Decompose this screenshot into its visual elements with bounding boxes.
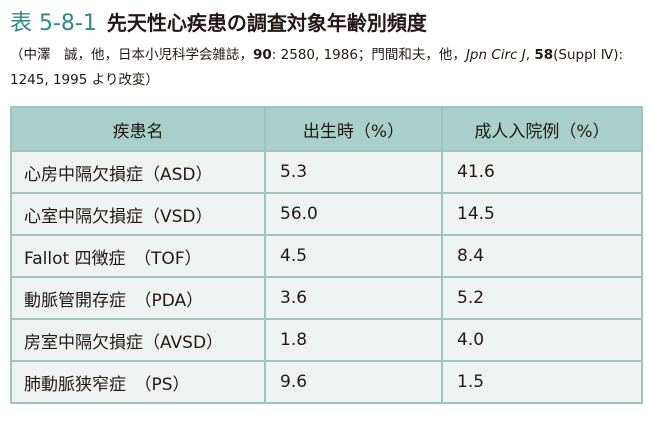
cell-adult-admission: 8.4	[441, 234, 643, 278]
cell-adult-admission: 14.5	[441, 192, 643, 236]
table-header-row: 疾患名 出生時（%） 成人入院例（%）	[10, 106, 643, 152]
table-number: 表 5-8-1	[10, 11, 97, 36]
table-row: Fallot 四徴症 （TOF） 4.5 8.4	[10, 234, 643, 278]
citation-journal: Jpn Circ J	[465, 47, 526, 63]
cell-adult-admission: 4.0	[441, 318, 643, 362]
table-row: 心房中隔欠損症（ASD） 5.3 41.6	[10, 150, 643, 194]
table-row: 房室中隔欠損症（AVSD） 1.8 4.0	[10, 318, 643, 362]
cell-at-birth: 1.8	[264, 318, 443, 362]
cell-adult-admission: 1.5	[441, 360, 643, 404]
table-row: 動脈管開存症 （PDA） 3.6 5.2	[10, 276, 643, 320]
cell-disease: 心室中隔欠損症（VSD）	[10, 192, 266, 236]
citation-part3: ,	[525, 47, 535, 63]
citation-part2: : 2580, 1986；門間和夫，他，	[271, 47, 466, 63]
table-row: 肺動脈狭窄症 （PS） 9.6 1.5	[10, 360, 643, 404]
frequency-table: 疾患名 出生時（%） 成人入院例（%） 心房中隔欠損症（ASD） 5.3 41.…	[10, 106, 643, 404]
citation: （中澤 誠，他，日本小児科学会雑誌，90: 2580, 1986；門間和夫，他，…	[10, 43, 640, 93]
header-at-birth: 出生時（%）	[264, 106, 443, 152]
cell-disease: 房室中隔欠損症（AVSD）	[10, 318, 266, 362]
table-row: 心室中隔欠損症（VSD） 56.0 14.5	[10, 192, 643, 236]
cell-disease: 肺動脈狭窄症 （PS）	[10, 360, 266, 404]
table-caption: 先天性心疾患の調査対象年齢別頻度	[106, 11, 427, 35]
cell-adult-admission: 5.2	[441, 276, 643, 320]
cell-at-birth: 56.0	[264, 192, 443, 236]
cell-adult-admission: 41.6	[441, 150, 643, 194]
cell-at-birth: 9.6	[264, 360, 443, 404]
header-disease: 疾患名	[10, 106, 266, 152]
cell-disease: 動脈管開存症 （PDA）	[10, 276, 266, 320]
header-adult-admission: 成人入院例（%）	[441, 106, 643, 152]
cell-disease: Fallot 四徴症 （TOF）	[10, 234, 266, 278]
table-title: 表 5-8-1 先天性心疾患の調査対象年齢別頻度	[10, 8, 427, 40]
cell-at-birth: 5.3	[264, 150, 443, 194]
citation-part4: (Suppl Ⅳ): 1245, 1995 より改変）	[10, 47, 624, 88]
cell-at-birth: 3.6	[264, 276, 443, 320]
citation-part1: （中澤 誠，他，日本小児科学会雑誌，	[10, 47, 253, 63]
citation-volume-2: 58	[534, 47, 554, 63]
cell-disease: 心房中隔欠損症（ASD）	[10, 150, 266, 194]
citation-volume-1: 90	[253, 47, 272, 63]
cell-at-birth: 4.5	[264, 234, 443, 278]
